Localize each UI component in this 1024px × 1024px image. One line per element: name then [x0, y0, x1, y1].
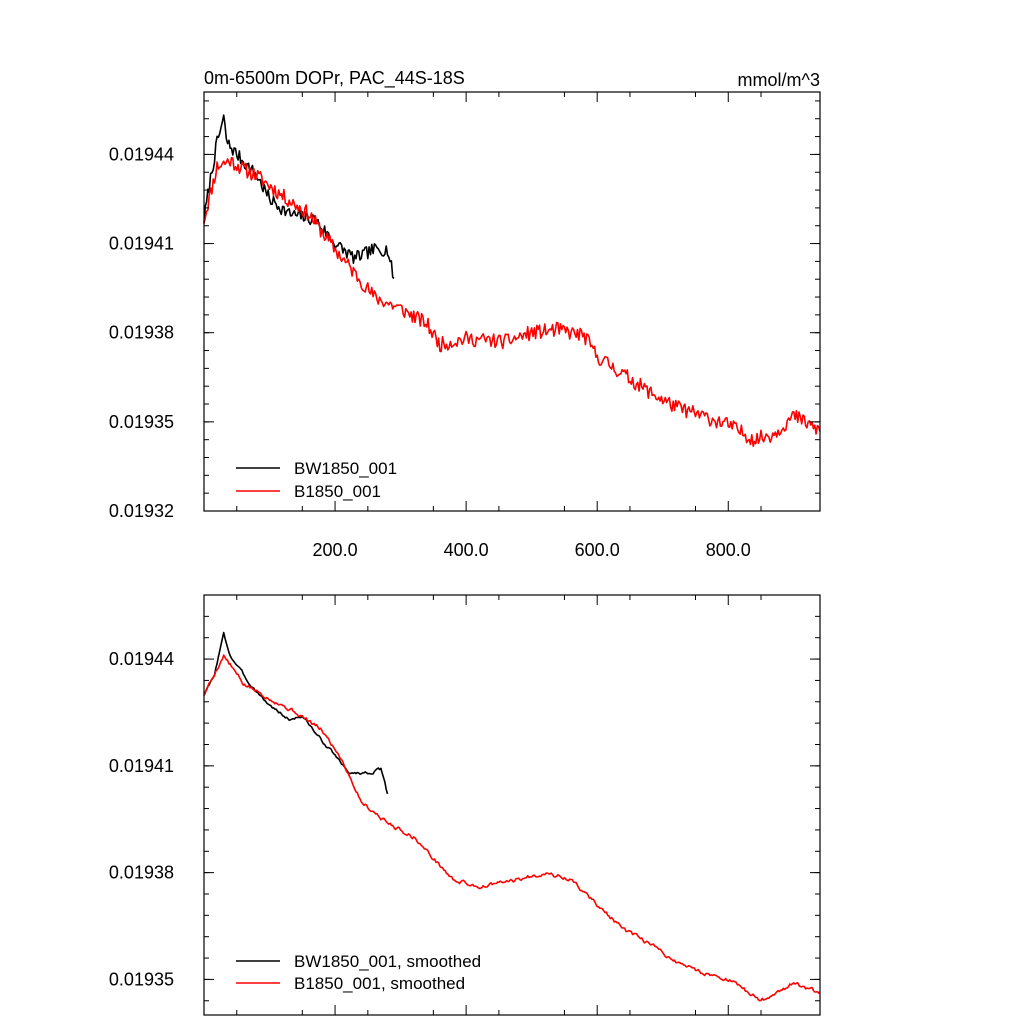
- y-tick-label: 0.01944: [109, 144, 174, 164]
- y-tick-label: 0.01938: [109, 863, 174, 883]
- y-tick-label: 0.01941: [109, 756, 174, 776]
- top-legend: BW1850_001 B1850_001: [236, 459, 397, 501]
- bottom-panel: 0.01935 0.01938 0.01941 0.01944 BW1850_001,…: [109, 594, 821, 1016]
- bottom-legend: BW1850_001, smoothed B1850_001, smoothed: [236, 952, 481, 993]
- legend-label-bw1850-smoothed: BW1850_001, smoothed: [294, 952, 481, 971]
- top-ticks: 200.0 400.0 600.0 800.0 0.01932 0.01935 0.0193…: [109, 92, 820, 560]
- y-tick-label: 0.01935: [109, 412, 174, 432]
- series-line-bw1850-001: [203, 114, 395, 280]
- top-title: 0m-6500m DOPr, PAC_44S-18S: [204, 68, 465, 89]
- top-series-layer: [203, 114, 821, 448]
- bottom-ticks: 0.01935 0.01938 0.01941 0.01944: [109, 594, 820, 1015]
- x-tick-label: 400.0: [444, 540, 489, 560]
- x-tick-label: 600.0: [575, 540, 620, 560]
- top-plot-frame: [203, 91, 821, 512]
- bottom-series-layer: [203, 631, 821, 1002]
- series-line-bw1850-001-smoothed: [203, 631, 389, 795]
- y-tick-label: 0.01932: [109, 501, 174, 521]
- y-tick-label: 0.01938: [109, 323, 174, 343]
- legend-label-b1850: B1850_001: [294, 482, 381, 501]
- bottom-plot-frame: [203, 594, 821, 1016]
- legend-label-b1850-smoothed: B1850_001, smoothed: [294, 974, 465, 993]
- top-panel: 0m-6500m DOPr, PAC_44S-18S mmol/m^3 200.…: [109, 68, 821, 560]
- y-tick-label: 0.01941: [109, 234, 174, 254]
- series-line-b1850-001-smoothed: [203, 654, 821, 1002]
- x-tick-label: 800.0: [706, 540, 751, 560]
- legend-label-bw1850: BW1850_001: [294, 459, 397, 478]
- y-tick-label: 0.01944: [109, 649, 174, 669]
- x-tick-label: 200.0: [313, 540, 358, 560]
- y-tick-label: 0.01935: [109, 969, 174, 989]
- series-line-b1850-001: [203, 157, 821, 448]
- top-units: mmol/m^3: [738, 70, 820, 90]
